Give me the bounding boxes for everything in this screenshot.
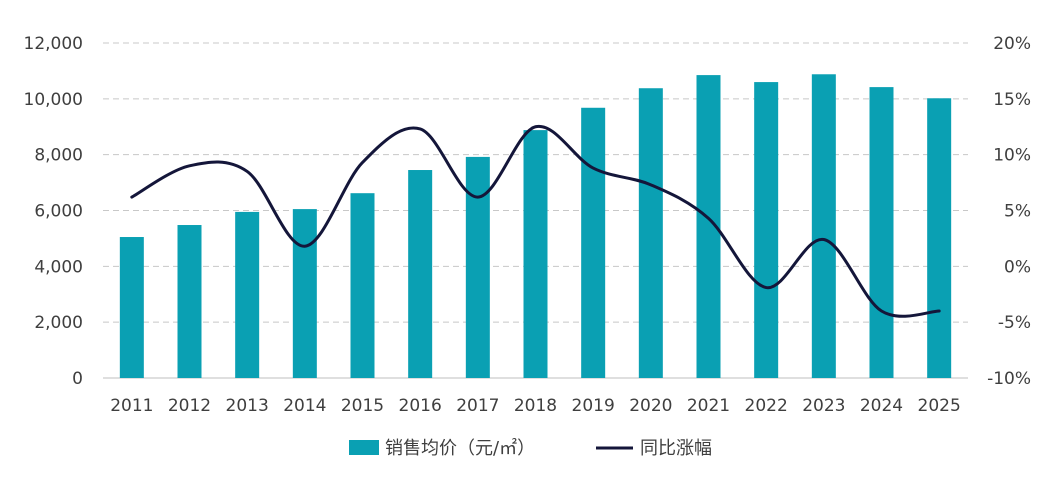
x-tick-label: 2020 bbox=[629, 396, 672, 416]
bar-2019 bbox=[581, 107, 606, 379]
bar-2014 bbox=[292, 209, 317, 378]
bars-layer bbox=[119, 74, 952, 379]
bar-2011 bbox=[119, 237, 144, 378]
x-tick-label: 2022 bbox=[745, 396, 788, 416]
x-tick-label: 2015 bbox=[341, 396, 384, 416]
right-tick-label: 20% bbox=[993, 34, 1031, 54]
bar-2022 bbox=[754, 82, 779, 378]
line-layer bbox=[130, 124, 941, 318]
legend-label-growth: 同比涨幅 bbox=[640, 438, 712, 459]
right-tick-label: 10% bbox=[993, 146, 1031, 166]
x-tick-label: 2024 bbox=[860, 396, 903, 416]
x-tick-label: 2025 bbox=[918, 396, 961, 416]
left-tick-label: 12,000 bbox=[24, 34, 83, 54]
right-tick-label: 15% bbox=[993, 90, 1031, 110]
x-tick-label: 2014 bbox=[283, 396, 326, 416]
bar-2025 bbox=[927, 98, 952, 378]
bar-2024 bbox=[869, 87, 894, 379]
bar-2015 bbox=[350, 193, 375, 378]
right-tick-label: 0% bbox=[1004, 257, 1031, 277]
bar-2013 bbox=[235, 211, 260, 378]
growth-line bbox=[130, 124, 941, 318]
legend: 销售均价（元/㎡） 同比涨幅 bbox=[349, 437, 712, 459]
bar-2020 bbox=[638, 88, 663, 378]
bar-2016 bbox=[408, 170, 433, 378]
x-tick-label: 2021 bbox=[687, 396, 730, 416]
bar-2017 bbox=[465, 156, 490, 378]
left-tick-label: 2,000 bbox=[34, 313, 83, 333]
left-tick-label: 6,000 bbox=[34, 202, 83, 222]
x-tick-label: 2023 bbox=[802, 396, 845, 416]
x-tick-label: 2018 bbox=[514, 396, 557, 416]
right-tick-label: -5% bbox=[998, 313, 1031, 333]
legend-swatch-price bbox=[349, 440, 379, 455]
right-tick-label: 5% bbox=[1004, 202, 1031, 222]
left-tick-label: 4,000 bbox=[34, 257, 83, 277]
right-axis: -10% -5% 0% 5% 10% 15% 20% bbox=[987, 34, 1031, 389]
left-tick-label: 10,000 bbox=[24, 90, 83, 110]
x-axis: 2011 2012 2013 2014 2015 2016 2017 2018 2019 2020… bbox=[110, 396, 961, 416]
bar-2018 bbox=[523, 130, 548, 378]
x-tick-label: 2019 bbox=[572, 396, 615, 416]
legend-label-price: 销售均价（元/㎡） bbox=[385, 437, 535, 459]
left-tick-label: 0 bbox=[72, 369, 83, 389]
left-axis: 0 2,000 4,000 6,000 8,000 10,000 12,000 bbox=[24, 34, 83, 389]
x-tick-label: 2012 bbox=[168, 396, 211, 416]
x-tick-label: 2011 bbox=[110, 396, 153, 416]
x-tick-label: 2017 bbox=[456, 396, 499, 416]
bar-2023 bbox=[811, 74, 836, 379]
right-tick-label: -10% bbox=[987, 369, 1031, 389]
left-tick-label: 8,000 bbox=[34, 146, 83, 166]
x-tick-label: 2016 bbox=[399, 396, 442, 416]
bar-2012 bbox=[177, 225, 202, 378]
x-tick-label: 2013 bbox=[226, 396, 269, 416]
